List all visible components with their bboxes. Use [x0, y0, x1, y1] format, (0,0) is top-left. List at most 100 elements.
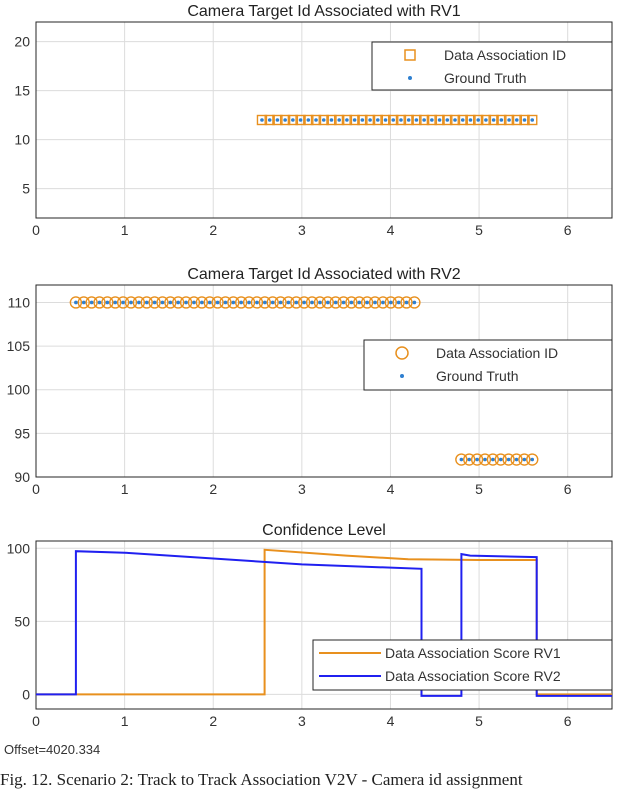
data-point-square: [411, 114, 422, 126]
data-point-dot: [414, 118, 419, 122]
data-point-circle: [321, 296, 334, 309]
data-point-circle: [140, 296, 153, 309]
data-point-circle: [463, 453, 476, 466]
y-tick-label: 105: [7, 338, 31, 354]
data-point-dot: [459, 457, 464, 462]
data-point-dot: [406, 118, 411, 122]
data-point-dot: [360, 118, 365, 122]
data-point-square: [519, 114, 530, 126]
data-point-dot: [333, 300, 338, 305]
data-point-circle: [313, 296, 327, 309]
data-point-dot: [467, 457, 472, 462]
data-point-dot: [388, 300, 393, 305]
data-point-dot: [373, 300, 377, 305]
data-point-dot: [476, 118, 480, 122]
data-point-dot: [506, 457, 511, 462]
y-tick-label: 50: [14, 613, 30, 629]
data-point-square: [442, 114, 453, 126]
data-point-dot: [267, 118, 272, 122]
data-point-square: [511, 114, 523, 126]
x-tick-label: 2: [209, 713, 217, 729]
y-tick-label: 100: [7, 540, 31, 556]
legend-box: [312, 639, 613, 691]
data-point-square: [303, 114, 314, 126]
data-point-square: [465, 114, 476, 126]
y-tick-label: 20: [14, 34, 30, 50]
data-point-square: [380, 114, 391, 126]
data-point-square: [279, 114, 291, 126]
data-point-square: [434, 114, 445, 126]
data-point-circle: [250, 296, 264, 309]
data-point-circle: [179, 296, 193, 309]
data-point-dot: [137, 300, 141, 305]
x-tick-label: 2: [209, 222, 217, 238]
data-point-square: [287, 114, 299, 126]
data-point-dot: [337, 118, 341, 122]
data-point-dot: [105, 300, 110, 305]
data-point-dot: [247, 300, 251, 305]
data-point-dot: [113, 300, 118, 305]
y-tick-label: 0: [22, 686, 30, 702]
data-point-dot: [278, 300, 283, 305]
offset-label: Offset=4020.334: [4, 742, 101, 757]
x-tick-label: 1: [121, 222, 129, 238]
data-point-circle: [494, 453, 507, 466]
data-point-circle: [384, 296, 397, 309]
data-point-dot: [144, 300, 149, 305]
data-point-dot: [345, 118, 349, 122]
data-point-circle: [353, 296, 366, 309]
data-point-square: [326, 114, 337, 126]
series-line: [36, 550, 612, 697]
data-point-dot: [483, 457, 487, 462]
chart-title: Camera Target Id Associated with RV2: [187, 266, 460, 283]
data-point-dot: [97, 300, 102, 305]
x-tick-label: 1: [121, 481, 129, 497]
data-point-square: [503, 114, 515, 126]
data-point-circle: [227, 296, 240, 309]
data-point-dot: [176, 300, 181, 305]
data-point-dot: [207, 300, 212, 305]
data-point-square: [480, 114, 492, 126]
x-tick-label: 4: [387, 481, 395, 497]
y-tick-label: 15: [14, 83, 30, 99]
data-point-circle: [172, 296, 185, 309]
axes-border: [35, 21, 613, 219]
data-point-circle: [360, 296, 374, 309]
data-point-dot: [404, 300, 409, 305]
data-point-dot: [357, 300, 362, 305]
data-point-dot: [522, 457, 527, 462]
legend-marker-dot: [408, 76, 412, 80]
data-point-dot: [260, 118, 264, 122]
data-point-dot: [530, 118, 535, 122]
data-point-circle: [85, 296, 98, 309]
legend-marker-circle: [395, 346, 409, 360]
data-point-circle: [116, 296, 130, 309]
x-tick-label: 0: [32, 222, 40, 238]
data-point-square: [341, 114, 353, 126]
legend: Data Association ID Ground Truth: [371, 41, 613, 91]
x-tick-label: 4: [387, 222, 395, 238]
data-point-dot: [200, 300, 204, 305]
data-point-circle: [502, 453, 515, 466]
x-tick-label: 5: [475, 713, 483, 729]
data-point-circle: [526, 453, 539, 466]
data-point-square: [418, 114, 430, 126]
data-point-dot: [283, 118, 287, 122]
data-point-circle: [93, 296, 106, 309]
legend-label: Ground Truth: [436, 368, 519, 384]
data-point-circle: [368, 296, 382, 309]
data-point-circle: [219, 296, 232, 309]
data-point-square: [318, 114, 329, 126]
legend-marker-square: [404, 49, 416, 61]
data-point-dot: [499, 118, 504, 122]
data-point-dot: [255, 300, 259, 305]
data-point-square: [457, 114, 468, 126]
data-point-dot: [491, 118, 496, 122]
data-point-dot: [399, 118, 403, 122]
data-point-dot: [291, 118, 295, 122]
legend-label: Data Association Score RV2: [385, 668, 561, 684]
data-point-square: [264, 114, 275, 126]
data-point-dot: [391, 118, 396, 122]
data-point-dot: [460, 118, 465, 122]
data-point-circle: [258, 296, 272, 309]
